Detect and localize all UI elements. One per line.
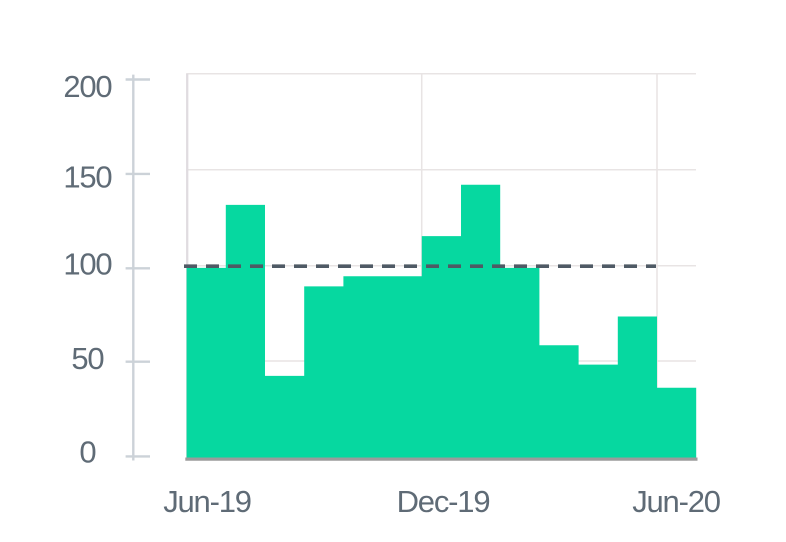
svg-text:0: 0 [79,435,96,470]
svg-text:200: 200 [63,69,112,104]
svg-text:Jun-19: Jun-19 [163,484,251,519]
svg-text:Dec-19: Dec-19 [397,484,490,519]
svg-text:Jun-20: Jun-20 [632,484,721,519]
svg-text:50: 50 [71,341,104,376]
svg-text:150: 150 [63,160,112,195]
svg-text:100: 100 [63,246,112,281]
